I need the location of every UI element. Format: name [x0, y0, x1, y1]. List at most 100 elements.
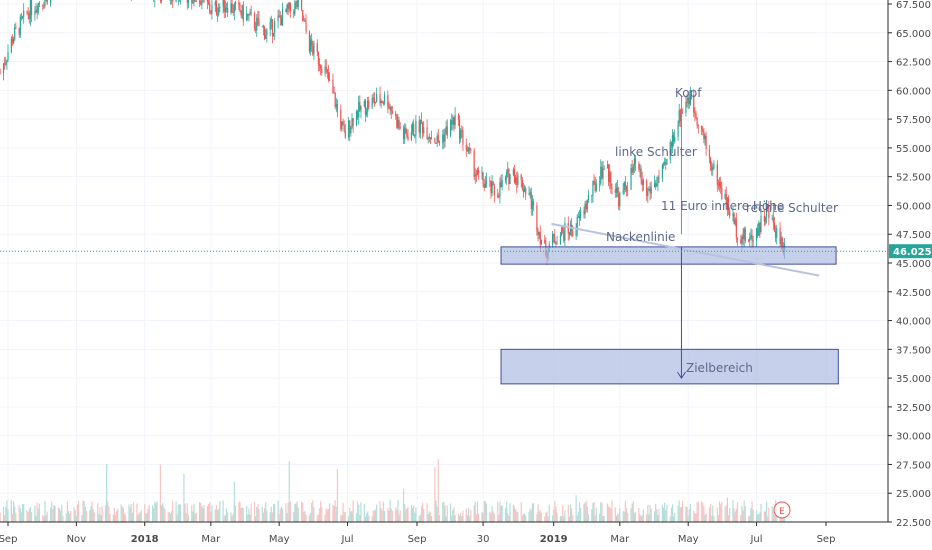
candle-body	[381, 101, 383, 103]
candle-body	[516, 177, 518, 185]
candle-body	[255, 27, 257, 31]
volume-bar	[583, 503, 585, 522]
volume-bar	[666, 504, 668, 522]
volume-bar	[773, 514, 776, 522]
volume-bar	[352, 500, 354, 522]
volume-bar	[556, 512, 558, 522]
candle-body	[287, 4, 289, 9]
volume-bar	[117, 508, 119, 522]
volume-bar	[600, 501, 602, 522]
annotation-nackenlinie: Nackenlinie	[606, 230, 675, 244]
candle-body	[515, 177, 517, 183]
candle-body	[493, 185, 495, 196]
candle-body	[371, 97, 373, 108]
volume-bar	[144, 504, 146, 522]
volume-bar	[398, 514, 400, 522]
volume-bar	[669, 516, 671, 522]
volume-bar	[357, 501, 359, 522]
candle-body	[704, 135, 706, 140]
candle-body	[677, 123, 679, 137]
candle-body	[293, 10, 295, 15]
volume-bar	[389, 500, 391, 522]
candle-body	[430, 138, 433, 140]
candle-body	[305, 21, 307, 32]
volume-bar	[324, 514, 326, 522]
candle-body	[662, 163, 665, 165]
volume-bar	[325, 508, 327, 522]
volume-bar	[443, 502, 445, 522]
volume-bar	[615, 515, 618, 522]
candle-body	[444, 132, 446, 142]
candle-body	[280, 18, 283, 26]
volume-bar	[577, 511, 579, 522]
candle-body	[10, 38, 12, 53]
candle-body	[389, 106, 391, 109]
candle-body	[593, 180, 595, 182]
candle-body	[460, 130, 462, 140]
candle-body	[207, 1, 210, 4]
volume-bar	[333, 505, 335, 522]
volume-bar	[387, 508, 389, 522]
candle-body	[379, 93, 381, 103]
volume-bar	[686, 506, 688, 522]
candle-body	[614, 189, 616, 193]
candle-body	[712, 167, 714, 171]
price-axis-ticks[interactable]: 67.500 65.000 62.500 60.000 57.500 55.000 52.5…	[888, 0, 931, 529]
volume-bar	[702, 503, 704, 522]
volume-bar	[321, 506, 323, 522]
volume-bar	[154, 501, 156, 522]
x-tick-label: 30	[477, 534, 490, 545]
volume-bar	[662, 507, 665, 522]
volume-bar	[391, 510, 393, 522]
volume-bar	[748, 516, 750, 522]
candle-body	[4, 63, 6, 65]
volume-bar	[351, 510, 353, 522]
time-axis-ticks[interactable]: Sep Nov 2018 Mar May Jul Sep 30 2019 Mar May Jul Sep	[0, 522, 835, 545]
volume-bar	[271, 512, 274, 522]
x-tick-label: May	[269, 534, 290, 545]
candle-body	[313, 43, 315, 55]
candle-body	[248, 14, 250, 16]
volume-bar	[530, 509, 532, 522]
candle-body	[238, 1, 240, 5]
volume-bar	[261, 506, 263, 522]
volume-bar	[42, 515, 44, 522]
volume-bar	[81, 515, 83, 522]
candle-body	[595, 183, 597, 191]
candle-body	[646, 180, 648, 196]
volume-bar	[382, 501, 384, 522]
volume-bar	[376, 504, 378, 522]
y-tick-label: 62.500	[896, 58, 931, 69]
volume-bar	[214, 509, 216, 522]
volume-bar	[211, 505, 213, 522]
volume-bar	[327, 508, 330, 522]
volume-bar	[755, 510, 758, 522]
candle-body	[15, 27, 17, 29]
volume-bar	[116, 511, 118, 522]
volume-bar	[585, 500, 587, 522]
volume-bar	[148, 504, 150, 522]
y-tick-label: 47.500	[896, 230, 931, 241]
volume-bar	[601, 502, 603, 522]
candle-body	[358, 101, 360, 118]
candle-body	[656, 184, 658, 187]
earnings-marker-icon[interactable]: E	[773, 501, 791, 519]
volume-bar	[106, 463, 108, 522]
volume-bar	[140, 509, 142, 522]
volume-bar	[266, 510, 268, 522]
volume-bar	[215, 504, 218, 522]
volume-bar	[760, 503, 762, 522]
volume-bar	[633, 513, 635, 522]
volume-bar	[83, 501, 85, 522]
volume-bar	[771, 506, 773, 522]
volume-bar	[121, 506, 123, 522]
candle-body	[466, 150, 469, 152]
volume-bar	[751, 501, 753, 522]
volume-bar	[26, 510, 28, 522]
candle-body	[404, 127, 406, 140]
volume-bar	[609, 507, 611, 522]
volume-bar	[75, 516, 77, 522]
candle-body	[387, 94, 389, 109]
volume-bar	[555, 506, 557, 522]
volume-bar	[295, 503, 297, 522]
